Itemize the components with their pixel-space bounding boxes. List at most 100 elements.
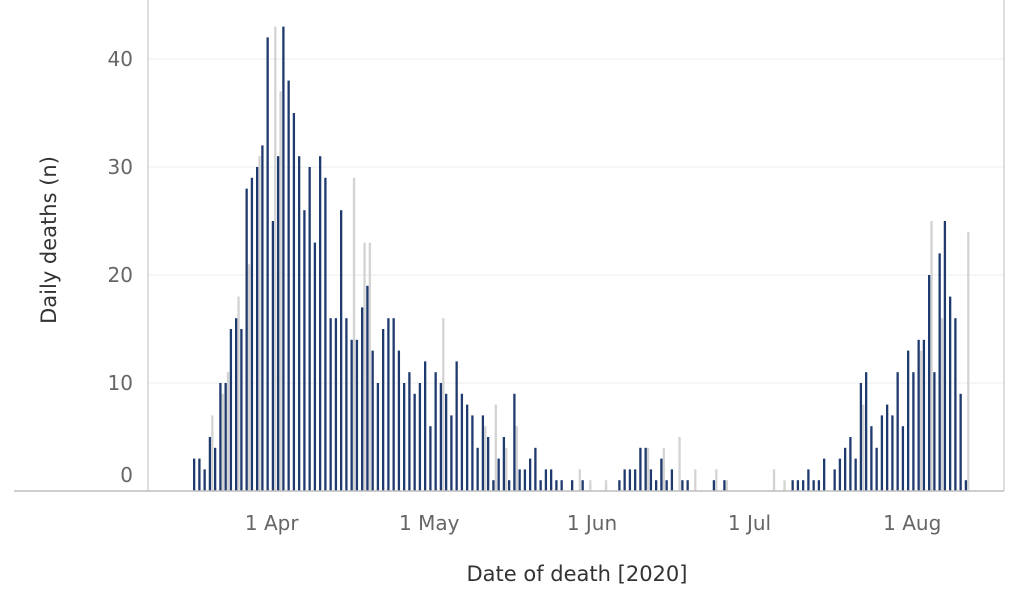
- bar-series-b: [589, 480, 592, 491]
- bar-series-a: [245, 188, 248, 491]
- bar-series-a: [623, 469, 626, 491]
- bar-series-b: [211, 415, 214, 491]
- bar-series-a: [886, 404, 889, 491]
- bar-series-a: [203, 469, 206, 491]
- bar-series-b: [274, 26, 277, 491]
- bar-series-a: [791, 480, 794, 491]
- bar-series-a: [277, 156, 280, 491]
- bar-series-a: [376, 383, 380, 491]
- y-tick-label: 10: [108, 371, 133, 395]
- bar-series-a: [355, 339, 359, 491]
- bar-series-a: [487, 437, 490, 491]
- bar-series-a: [397, 350, 401, 491]
- bar-series-b: [247, 264, 251, 491]
- bar-series-a: [424, 361, 427, 491]
- bar-series-a: [240, 329, 243, 491]
- bar-series-a: [943, 221, 947, 491]
- bar-series-a: [812, 480, 815, 491]
- bar-series-a: [313, 242, 317, 491]
- x-tick-label: 1 Jun: [567, 511, 617, 535]
- bar-series-b: [442, 318, 445, 491]
- bar-series-a: [823, 458, 826, 491]
- bar-series-a: [534, 447, 537, 491]
- bar-series-a: [523, 469, 527, 491]
- bar-series-a: [933, 372, 936, 491]
- bar-series-a: [292, 113, 296, 491]
- x-tick-label: 1 Apr: [245, 511, 299, 535]
- bar-series-a: [844, 447, 847, 491]
- bar-series-a: [928, 275, 931, 491]
- bar-series-b: [940, 318, 944, 491]
- bar-series-a: [361, 307, 364, 491]
- bar-series-a: [229, 329, 233, 491]
- bar-series-a: [686, 480, 689, 491]
- bar-series-b: [646, 447, 650, 491]
- bar-series-b: [515, 426, 518, 491]
- bar-series-a: [907, 350, 910, 491]
- bar-series-a: [382, 329, 385, 491]
- bar-series-b: [725, 480, 728, 491]
- bar-series-a: [681, 480, 684, 491]
- bar-series-a: [865, 372, 868, 491]
- bar-series-b: [862, 404, 865, 491]
- bar-series-a: [261, 145, 264, 491]
- bar-series-a: [896, 372, 899, 491]
- bar-series-a: [271, 221, 275, 491]
- bars: [193, 26, 970, 492]
- bar-series-a: [901, 426, 905, 491]
- bar-series-a: [833, 469, 836, 491]
- y-tick-labels: 0 10 20 30 40: [108, 47, 133, 487]
- bar-series-b: [715, 469, 718, 491]
- bar-series-a: [954, 318, 957, 491]
- bar-series-a: [859, 383, 863, 491]
- bar-series-a: [214, 447, 217, 491]
- bar-series-a: [628, 469, 632, 491]
- bar-series-a: [460, 393, 464, 491]
- y-axis-title: Daily deaths (n): [37, 156, 61, 324]
- bar-series-a: [796, 480, 800, 491]
- bar-series-b: [505, 447, 508, 491]
- bar-series-a: [497, 458, 500, 491]
- bar-series-a: [817, 480, 821, 491]
- bar-series-a: [371, 350, 374, 491]
- bar-series-a: [917, 339, 920, 491]
- y-tick-label: 40: [108, 47, 133, 71]
- bar-series-a: [345, 318, 348, 491]
- bar-series-a: [298, 156, 301, 491]
- bar-series-a: [450, 415, 453, 491]
- bar-series-b: [919, 350, 923, 491]
- bar-series-b: [604, 480, 608, 491]
- bar-series-a: [392, 318, 395, 491]
- bar-series-a: [250, 177, 254, 492]
- bar-series-a: [429, 426, 432, 491]
- bar-series-a: [334, 318, 338, 491]
- bar-series-b: [578, 469, 581, 491]
- bar-series-a: [529, 458, 532, 491]
- bar-series-a: [282, 26, 285, 491]
- bar-series-a: [838, 458, 842, 491]
- bar-series-a: [324, 177, 327, 492]
- bar-series-a: [649, 469, 653, 491]
- bar-series-a: [571, 480, 574, 491]
- bar-series-a: [802, 480, 805, 491]
- bar-series-a: [287, 80, 290, 491]
- bar-series-a: [891, 415, 894, 491]
- bar-series-a: [660, 458, 663, 491]
- bar-series-a: [723, 480, 726, 491]
- bar-series-a: [502, 437, 506, 491]
- bar-series-a: [938, 253, 941, 491]
- bar-series-a: [408, 372, 411, 491]
- bar-series-a: [350, 339, 353, 491]
- bar-series-a: [959, 393, 962, 491]
- bar-series-b: [352, 177, 356, 492]
- bar-series-a: [466, 404, 469, 491]
- axes: [14, 0, 1005, 492]
- bar-series-a: [513, 393, 516, 491]
- bar-series-a: [208, 437, 212, 491]
- bar-series-b: [772, 469, 776, 491]
- x-tick-label: 1 Jul: [728, 511, 771, 535]
- bar-series-a: [644, 447, 647, 491]
- bar-series-a: [219, 383, 222, 491]
